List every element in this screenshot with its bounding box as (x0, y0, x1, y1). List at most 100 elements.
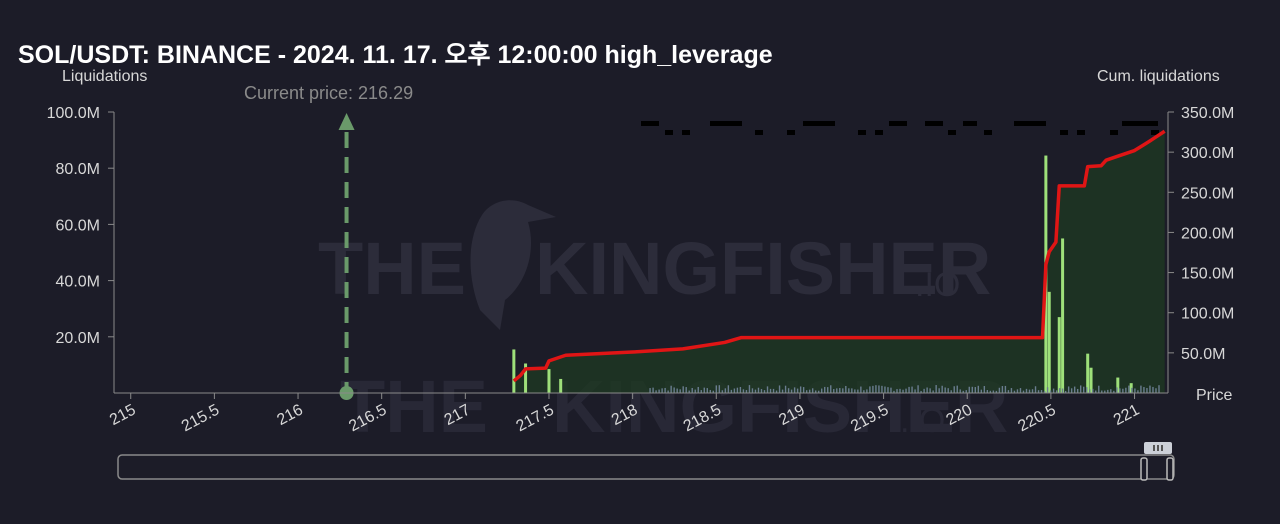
minor-bar (1113, 390, 1115, 393)
minor-bar (736, 387, 739, 393)
minor-bar (854, 389, 856, 393)
cumulative-area-fill (513, 131, 1165, 394)
y-right-tick-label-0: 350.0M (1181, 105, 1234, 122)
minor-bar (658, 389, 660, 393)
liquidation-bar-0 (512, 349, 516, 393)
minor-bar (953, 386, 955, 393)
minor-bar (757, 387, 760, 393)
minor-bar (908, 386, 910, 393)
minor-bar (821, 388, 823, 393)
minor-bar (814, 390, 817, 393)
minor-bar (914, 389, 916, 393)
minor-bar (992, 390, 995, 393)
minor-bar (923, 388, 925, 393)
y-left-ticks: 100.0M 80.0M 60.0M 40.0M 20.0M (47, 105, 114, 347)
y-right-tick-label-5: 100.0M (1181, 306, 1234, 323)
minor-bar (842, 388, 844, 393)
minor-bar (721, 390, 724, 393)
minor-bar (848, 388, 850, 393)
y-right-tick-label-4: 150.0M (1181, 266, 1234, 283)
range-slider-handle-right[interactable] (1166, 457, 1174, 481)
minor-bar (995, 390, 998, 393)
watermark-io-2: .IO (900, 402, 945, 440)
minor-bar (1149, 385, 1151, 393)
minor-bar (712, 390, 715, 393)
minor-bar (1079, 385, 1082, 393)
minor-bar (872, 385, 874, 393)
minor-bar (760, 389, 763, 393)
minor-bar (884, 386, 886, 393)
minor-bar (1019, 388, 1022, 393)
minor-bar (754, 389, 757, 393)
watermark-bird-icon (470, 200, 556, 330)
watermark-the-2: THE (340, 365, 488, 448)
minor-bar (827, 387, 829, 393)
minor-bar (793, 387, 796, 393)
minor-bar (857, 389, 859, 393)
minor-bar (1025, 388, 1028, 393)
minor-bar (1070, 388, 1073, 393)
x-tick-label-2: 216 (274, 401, 306, 429)
range-slider[interactable] (117, 442, 1175, 481)
minor-bar (1040, 390, 1043, 393)
minor-bar (866, 389, 868, 393)
range-slider-track[interactable] (117, 454, 1175, 480)
y-left-axis-label: Liquidations (62, 68, 147, 85)
minor-bar (649, 388, 651, 393)
minor-bar (745, 389, 748, 393)
minor-bar (950, 390, 952, 393)
minor-bar (652, 387, 654, 393)
minor-bar (911, 386, 913, 393)
minor-bar (920, 390, 922, 393)
minor-bar (824, 386, 826, 393)
minor-bar (965, 390, 967, 393)
minor-bar (917, 385, 919, 393)
current-price-arrow-icon (338, 113, 355, 130)
minor-bar (1067, 386, 1070, 393)
minor-bar (1028, 389, 1031, 393)
minor-bar (1046, 387, 1049, 393)
minor-bar (1007, 390, 1010, 393)
minor-bar (878, 385, 880, 393)
minor-bar (739, 386, 742, 393)
minor-bar (718, 385, 721, 393)
minor-bar (941, 385, 943, 393)
minor-bar (1086, 387, 1088, 393)
y-left-tick-label-3: 40.0M (56, 274, 100, 291)
liquidation-bar-5 (1047, 291, 1051, 393)
minor-bar (818, 390, 820, 393)
minor-bar (836, 388, 838, 393)
watermark-kingfisher-1: KINGFISHER (535, 227, 991, 310)
minor-bar (673, 387, 675, 393)
minor-bar (1098, 385, 1100, 393)
range-slider-handle-left[interactable] (1140, 457, 1148, 481)
minor-bar (742, 389, 745, 393)
minor-bar (833, 389, 835, 393)
watermark-the-1: THE (318, 227, 466, 310)
minor-bar (790, 389, 793, 393)
liquidation-bar-10 (1116, 377, 1120, 393)
liquidation-bar-1 (524, 363, 528, 393)
minor-bar (697, 386, 699, 393)
minor-bar (775, 390, 778, 393)
watermark: THE KINGFISHER .IO THE KINGFISHER .IO (318, 200, 1008, 448)
minor-bar (763, 390, 766, 393)
minor-bar (998, 387, 1001, 393)
x-axis-label: Price (1196, 387, 1233, 404)
minor-bar (875, 385, 877, 393)
minor-bar (664, 387, 666, 393)
minor-bar (1134, 388, 1136, 393)
minor-bar (881, 385, 883, 393)
minor-bar (1013, 390, 1016, 393)
minor-bar (932, 390, 934, 393)
minor-bar (1064, 390, 1067, 393)
minor-bar (887, 387, 889, 393)
minor-bar (869, 386, 871, 393)
liquidation-bar-2 (547, 369, 551, 393)
minor-bar (808, 389, 811, 393)
minor-bar (1083, 386, 1085, 393)
minor-bar (980, 389, 983, 393)
minor-bar (890, 387, 892, 393)
minor-bar (1095, 390, 1097, 393)
